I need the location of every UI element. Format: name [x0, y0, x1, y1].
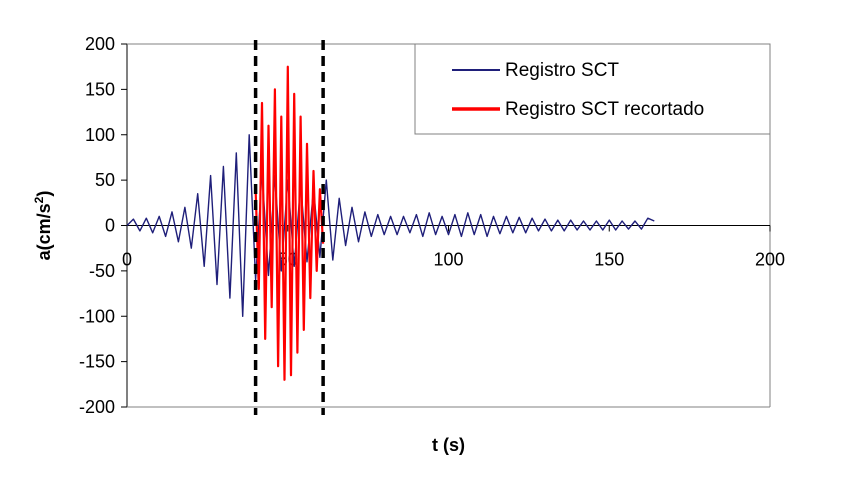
y-tick-label: 150 — [85, 79, 115, 99]
x-axis-ticks: 0 50 100 150 200 — [122, 225, 785, 270]
x-axis-title: t (s) — [432, 435, 465, 455]
y-tick-label: 50 — [95, 170, 115, 190]
y-tick-label: 200 — [85, 34, 115, 54]
legend: Registro SCT Registro SCT recortado — [414, 43, 771, 135]
x-tick-label: 200 — [755, 250, 785, 270]
y-tick-label: -200 — [79, 397, 115, 417]
x-tick-label: 150 — [594, 250, 624, 270]
legend-label-registro-sct-recortado: Registro SCT recortado — [505, 99, 704, 120]
legend-label-registro-sct: Registro SCT — [505, 60, 619, 81]
x-tick-label: 0 — [122, 250, 132, 270]
y-axis-ticks: 200 150 100 50 0 -50 -100 -150 -200 — [79, 34, 127, 417]
legend-box — [414, 43, 771, 135]
y-tick-label: 0 — [105, 216, 115, 236]
x-tick-label: 100 — [433, 250, 463, 270]
y-axis-title: a(cm/s2) — [32, 191, 54, 261]
series-line-registro-sct — [126, 134, 655, 317]
y-tick-label: -100 — [79, 306, 115, 326]
y-tick-label: 100 — [85, 125, 115, 145]
y-axis-title-main: a(cm/s — [34, 203, 54, 260]
cut-window-lines — [253, 40, 325, 415]
series-layer — [126, 65, 655, 381]
series-line-registro-sct-recortado — [254, 65, 325, 381]
y-axis-title-sup: 2 — [32, 196, 46, 203]
y-axis-title-close: ) — [34, 191, 54, 197]
y-tick-label: -50 — [89, 261, 115, 281]
y-tick-label: -150 — [79, 352, 115, 372]
